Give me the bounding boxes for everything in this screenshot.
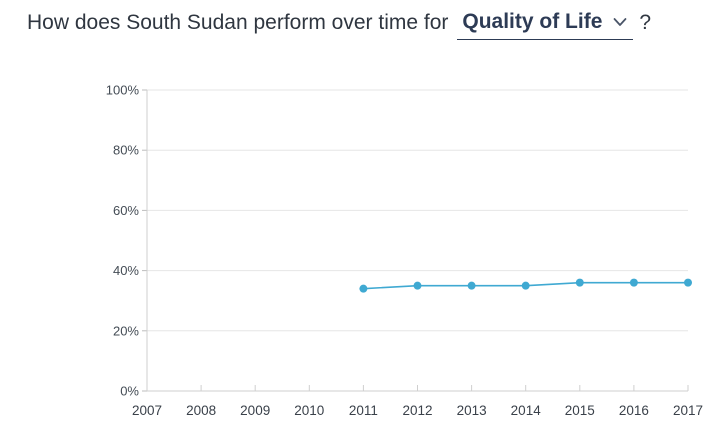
data-point	[629, 278, 638, 287]
metric-dropdown[interactable]: Quality of Life	[457, 7, 634, 40]
x-tick-label: 2015	[565, 403, 595, 418]
x-tick-label: 2013	[457, 403, 487, 418]
data-point	[575, 278, 584, 287]
x-tick-label: 2009	[240, 403, 270, 418]
y-tick-label: 20%	[113, 323, 139, 338]
y-tick-label: 60%	[113, 203, 139, 218]
x-tick-label: 2012	[402, 403, 432, 418]
data-point	[359, 284, 368, 293]
y-tick-label: 80%	[113, 143, 139, 158]
data-point	[413, 281, 422, 290]
data-point	[521, 281, 530, 290]
x-tick-label: 2016	[619, 403, 649, 418]
question-mark: ?	[639, 11, 652, 34]
y-tick-label: 100%	[106, 83, 140, 98]
x-tick-label: 2017	[673, 403, 703, 418]
x-tick-label: 2011	[349, 403, 378, 418]
data-point	[467, 281, 476, 290]
chevron-down-icon	[613, 17, 627, 26]
y-tick-label: 0%	[120, 384, 139, 399]
question-header: How does South Sudan perform over time f…	[27, 6, 651, 40]
x-tick-label: 2007	[132, 403, 162, 418]
x-tick-label: 2010	[294, 403, 324, 418]
metric-dropdown-value: Quality of Life	[462, 9, 603, 33]
x-tick-label: 2008	[186, 403, 216, 418]
data-point	[684, 278, 692, 287]
x-tick-label: 2014	[511, 403, 542, 418]
question-prefix: How does South Sudan perform over time f…	[27, 11, 449, 34]
y-tick-label: 40%	[113, 263, 139, 278]
